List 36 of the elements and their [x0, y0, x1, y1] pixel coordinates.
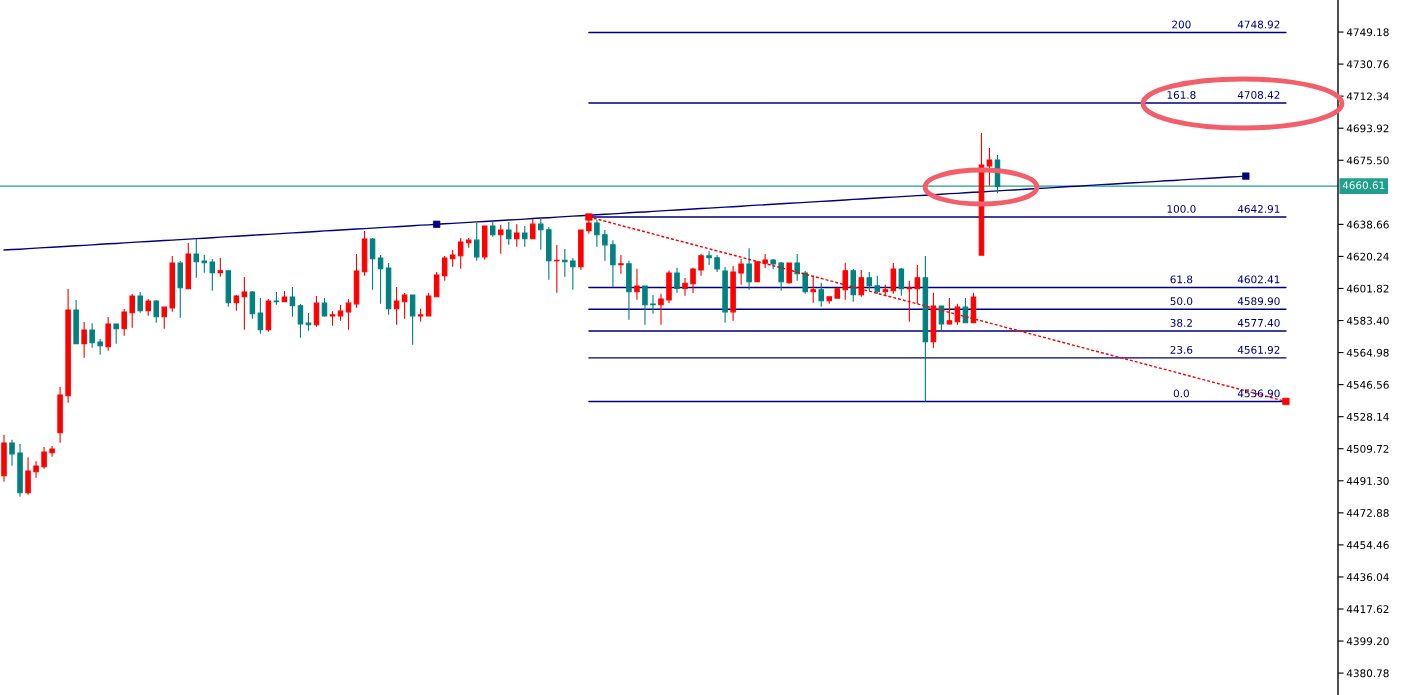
y-tick-label: 4380.78: [1346, 669, 1389, 678]
series-label: 0.0: [1173, 389, 1189, 398]
y-tick-label: 4583.40: [1346, 316, 1389, 325]
y-tick-label: 4675.50: [1346, 156, 1389, 165]
y-tick-label: 4491.30: [1346, 477, 1389, 485]
annotation: 4589.90: [1237, 297, 1280, 306]
y-tick-label: 4712.34: [1346, 92, 1389, 101]
y-tick-label: 4509.72: [1346, 444, 1389, 453]
series-label: 50.0: [1170, 297, 1193, 306]
series-label: 100.0: [1167, 204, 1196, 213]
y-tick-label: 4417.62: [1346, 605, 1389, 614]
annotation: 4748.92: [1237, 20, 1280, 29]
annotation: 4561.92: [1237, 345, 1280, 354]
y-tick-label: 4454.46: [1346, 541, 1389, 549]
y-tick-label: 4693.92: [1346, 124, 1389, 133]
annotation: 4642.91: [1237, 204, 1280, 213]
y-tick-label: 4546.56: [1346, 380, 1389, 389]
series-label: 61.8: [1170, 275, 1193, 284]
y-tick-label: 4472.88: [1346, 509, 1389, 517]
y-tick-label: 4638.66: [1346, 220, 1389, 229]
ref-line-label: 4660.61: [1342, 181, 1385, 190]
annotation: 4708.42: [1237, 91, 1280, 99]
y-tick-label: 4528.14: [1346, 412, 1389, 421]
y-tick-label: 4436.04: [1346, 573, 1389, 582]
annotation: 4577.40: [1237, 318, 1280, 327]
y-tick-label: 4564.98: [1346, 348, 1389, 357]
y-tick-label: 4399.20: [1346, 637, 1389, 646]
y-tick-label: 4620.24: [1346, 252, 1389, 261]
series-label: 161.8: [1167, 91, 1196, 99]
y-tick-label: 4730.76: [1346, 60, 1389, 69]
annotation: 4602.41: [1237, 275, 1280, 284]
y-tick-label: 4749.18: [1346, 28, 1389, 37]
y-tick-label: 4601.82: [1346, 284, 1389, 293]
series-label: 38.2: [1170, 318, 1192, 327]
series-label: 200: [1172, 20, 1191, 29]
series-label: 23.6: [1170, 345, 1193, 354]
